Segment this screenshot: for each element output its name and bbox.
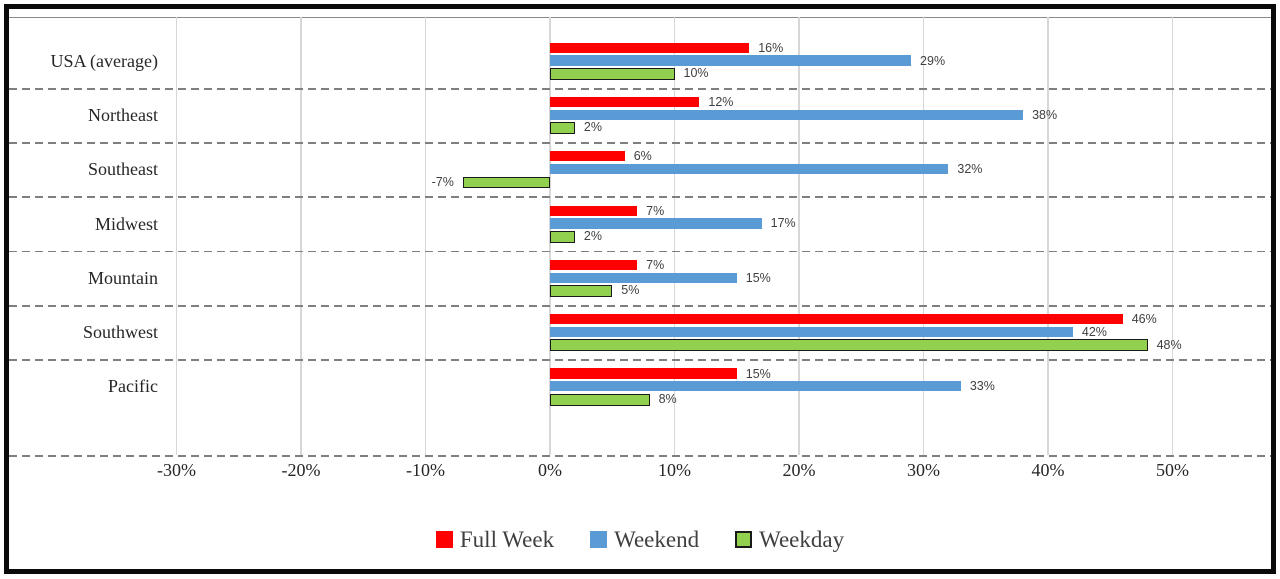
bar-value-label: 8% (658, 391, 677, 406)
bar-value-label: 42% (1081, 324, 1107, 339)
category-label: Midwest (95, 213, 158, 234)
legend-swatch-weekend (590, 531, 608, 549)
bar-weekend (550, 381, 961, 392)
row-separator (9, 250, 1271, 253)
gridline (1047, 17, 1049, 455)
row-separator (9, 305, 1271, 307)
bar-value-label: 2% (583, 120, 602, 135)
bar-full-week (550, 205, 638, 216)
bar-full-week (550, 314, 1123, 325)
bar-value-label: 5% (621, 283, 640, 297)
x-axis-line (9, 455, 1271, 457)
gridline (673, 17, 676, 455)
row-separator (9, 359, 1271, 362)
bar-value-label: 17% (770, 216, 796, 231)
bar-value-label: 29% (920, 53, 946, 68)
bar-value-label: 10% (683, 65, 709, 80)
legend-item: Full Week (435, 527, 555, 553)
bar-value-label: 7% (646, 203, 665, 218)
legend-item: Weekday (735, 527, 844, 552)
category-label: Pacific (108, 376, 158, 397)
category-label: Southeast (88, 159, 158, 180)
x-tick-label: 40% (1031, 459, 1065, 480)
gridline (549, 17, 551, 455)
bar-value-label: 33% (969, 379, 995, 394)
gridline (300, 17, 302, 455)
bar-weekday (550, 285, 613, 297)
bar-value-label: 15% (745, 270, 771, 285)
gridline (424, 17, 427, 455)
category-label: Mountain (88, 267, 158, 288)
bar-value-label: 16% (758, 40, 784, 55)
row-separator (9, 142, 1271, 144)
x-tick-label: 10% (658, 459, 691, 480)
x-tick-label: 50% (1156, 459, 1189, 480)
x-tick-label: -10% (406, 459, 445, 480)
legend-swatch-full-week (435, 531, 453, 549)
x-tick-label: 20% (782, 459, 816, 480)
bar-value-label: 6% (633, 149, 652, 164)
bar-weekend (550, 164, 949, 175)
legend-label: Full Week (459, 527, 555, 553)
bar-value-label: 48% (1156, 337, 1182, 352)
bar-value-label: 12% (708, 94, 734, 109)
x-tick-label: 0% (538, 459, 562, 480)
x-tick-label: 30% (907, 459, 940, 480)
bar-value-label: 38% (1032, 107, 1058, 122)
legend-item: Weekend (590, 527, 699, 552)
gridline (175, 17, 178, 455)
bar-value-label: 32% (957, 161, 983, 176)
row-separator (9, 196, 1271, 199)
bar-full-week (550, 368, 737, 379)
category-label: USA (average) (50, 50, 158, 71)
x-tick-label: -30% (157, 459, 196, 480)
category-label: Southwest (82, 322, 158, 343)
bar-weekday (550, 67, 675, 80)
bar-weekend (550, 109, 1024, 120)
x-tick-label: -20% (281, 459, 321, 480)
gridline (922, 17, 925, 455)
row-separator (9, 87, 1271, 90)
bar-weekend (550, 55, 912, 66)
bar-value-label: 46% (1131, 312, 1157, 326)
bar-weekend (550, 326, 1073, 338)
bar-weekday (550, 393, 650, 406)
bar-full-week (550, 42, 750, 53)
legend: Full Week Weekend Weekday (0, 523, 1280, 557)
gridline (798, 17, 800, 455)
bar-weekday (550, 230, 575, 243)
bar-full-week (550, 96, 700, 108)
bar-weekday (550, 122, 575, 135)
plot-area-top-border (9, 16, 1271, 19)
bar-weekday (550, 339, 1148, 352)
legend-swatch-weekday (735, 531, 753, 549)
gridline (1171, 17, 1174, 455)
legend-label: Weekend (614, 527, 700, 553)
bar-value-label: -7% (431, 174, 454, 189)
bar-value-label: 2% (583, 228, 602, 243)
bar-value-label: 15% (745, 366, 771, 381)
bar-weekend (550, 218, 762, 229)
category-label: Northeast (88, 104, 158, 125)
bar-weekday (462, 176, 550, 189)
legend-label: Weekday (759, 527, 845, 553)
bar-full-week (550, 151, 625, 162)
bar-value-label: 7% (646, 257, 665, 272)
bar-full-week (550, 259, 638, 271)
bar-weekend (550, 272, 737, 283)
